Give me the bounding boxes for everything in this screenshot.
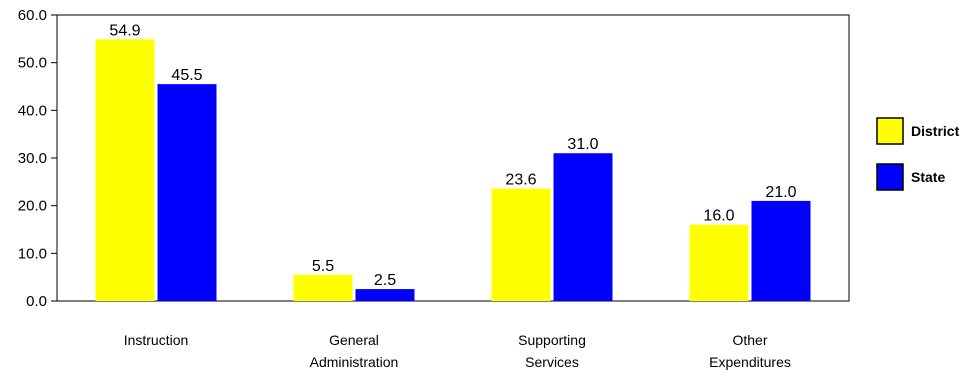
y-tick-label: 60.0 [18,7,47,24]
bar-district [95,39,155,302]
y-tick-label: 20.0 [18,198,47,215]
x-category-label: Other [732,332,767,348]
bar-state [157,84,217,301]
legend-label-district: District [911,123,960,139]
x-category-label: Services [525,354,579,370]
legend-swatch-district [876,117,904,145]
y-tick-label: 40.0 [18,102,47,119]
data-label: 31.0 [567,136,598,153]
bar-district [689,224,749,301]
data-label: 21.0 [765,184,796,201]
y-tick-label: 50.0 [18,55,47,72]
x-category-label: Instruction [124,332,189,348]
y-tick-label: 30.0 [18,150,47,167]
legend-swatch-state [876,163,904,191]
data-label: 23.6 [505,172,536,189]
data-label: 5.5 [312,258,334,275]
bar-state [553,153,613,301]
legend-label-state: State [911,169,945,185]
bar-district [491,188,551,301]
y-tick-label: 10.0 [18,245,47,262]
data-label: 16.0 [703,208,734,225]
x-category-label: Expenditures [709,354,791,370]
bar-district [293,274,353,301]
data-label: 45.5 [171,67,202,84]
bar-state [355,289,415,301]
data-label: 54.9 [109,22,140,39]
data-label: 2.5 [374,272,396,289]
x-category-label: General [329,332,379,348]
x-category-label: Supporting [518,332,586,348]
x-category-label: Administration [310,354,399,370]
bar-state [751,200,811,301]
y-tick-label: 0.0 [26,293,47,310]
